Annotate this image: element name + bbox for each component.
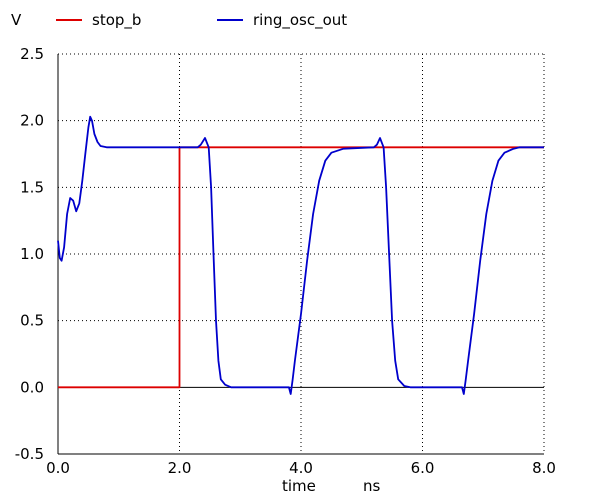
- x-tick-label: 8.0: [532, 459, 556, 477]
- series-line-ring_osc_out: [57, 115, 544, 395]
- x-axis-label: time: [282, 477, 316, 495]
- series-line-stop_b: [58, 146, 544, 389]
- y-tick-label: 2.5: [20, 45, 44, 63]
- x-axis-unit: ns: [363, 477, 381, 495]
- x-tick-label: 4.0: [289, 459, 313, 477]
- y-tick-label: 1.0: [20, 245, 44, 263]
- y-tick-label: 1.5: [20, 178, 44, 196]
- series: [57, 115, 544, 395]
- y-tick-label: -0.5: [15, 445, 44, 463]
- tick-labels: 0.0 2.0 4.0 6.0 8.0-0.50.00.51.01.52.02.5: [15, 45, 556, 477]
- x-tick-label: 6.0: [411, 459, 435, 477]
- x-tick-label: 2.0: [168, 459, 192, 477]
- y-tick-label: 2.0: [20, 112, 44, 130]
- y-tick-label: 0.5: [20, 312, 44, 330]
- legend: stop_b ring_osc_out: [56, 11, 347, 30]
- grid: [58, 53, 545, 454]
- y-tick-label: 0.0: [20, 378, 44, 396]
- legend-label-ring_osc_out: ring_osc_out: [253, 11, 347, 30]
- x-tick-label: 0.0: [46, 459, 70, 477]
- y-axis-label: V: [11, 11, 22, 29]
- legend-label-stop_b: stop_b: [92, 11, 141, 30]
